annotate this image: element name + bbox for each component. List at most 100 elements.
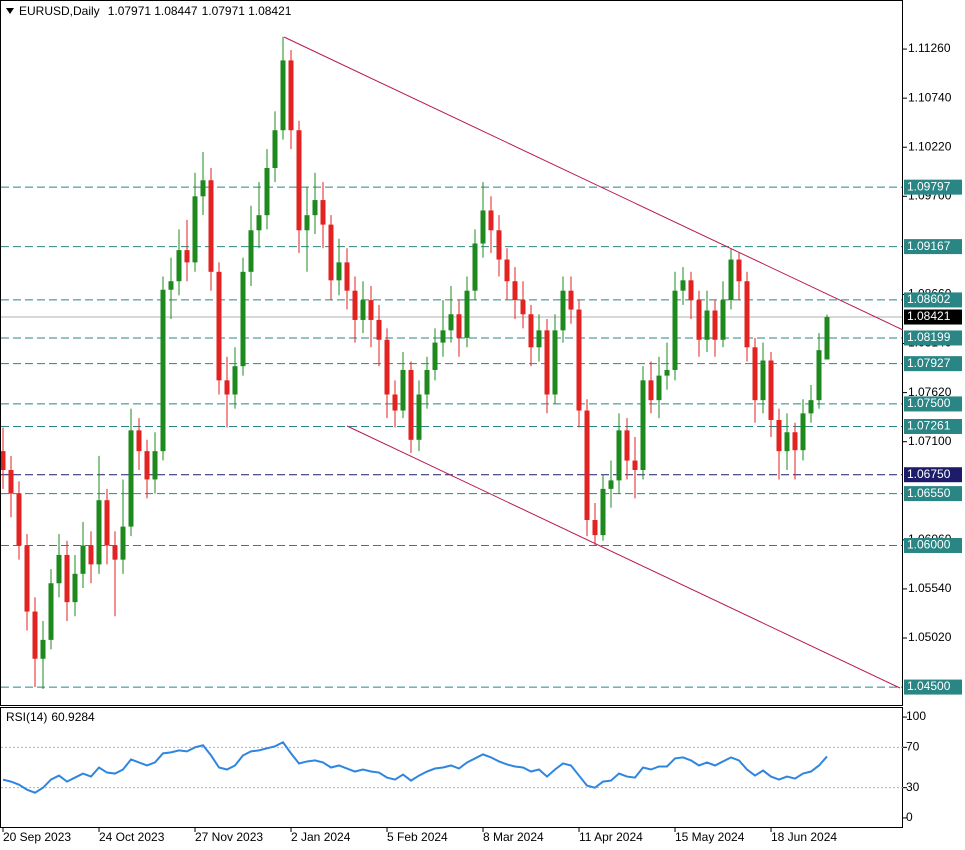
candle-body — [704, 310, 710, 340]
x-tick-label: 11 Apr 2024 — [579, 830, 643, 844]
current-price-bg — [904, 309, 962, 325]
level-label-bg — [904, 356, 962, 372]
candle-body — [40, 639, 46, 659]
level-label: 1.09797 — [907, 179, 951, 193]
candle-body — [48, 583, 54, 640]
candle-body — [312, 200, 318, 216]
level-label: 1.07261 — [907, 419, 951, 433]
candle-body — [144, 451, 150, 480]
candle-body — [680, 280, 686, 291]
candle-body — [392, 394, 398, 411]
candle-body — [520, 300, 526, 315]
candle-body — [248, 230, 254, 272]
candle-body — [320, 200, 326, 225]
trend-line-lower — [346, 425, 901, 689]
rsi-value: 60.9284 — [51, 710, 95, 724]
rsi-name: RSI(14) — [6, 710, 47, 724]
candle-body — [616, 430, 622, 481]
candle-body — [432, 342, 438, 370]
candle-body — [176, 250, 182, 282]
candle-body — [104, 500, 110, 546]
rsi-frame — [0, 707, 903, 828]
candle-body — [640, 380, 646, 470]
candle-body — [352, 290, 358, 320]
candle-body — [408, 369, 414, 440]
candle-body — [184, 250, 190, 263]
candle-body — [280, 60, 286, 131]
y-tick-label: 1.07100 — [908, 434, 952, 448]
candle-body — [88, 545, 94, 565]
y-tick-label: 1.11260 — [908, 41, 951, 55]
candle-body — [512, 281, 518, 301]
level-label-bg — [904, 239, 962, 255]
candle-body — [480, 210, 486, 244]
header: EURUSD,Daily 1.07971 1.08447 1.07971 1.08421 — [19, 4, 292, 18]
candle-body — [792, 432, 798, 451]
rsi-y-tick-label: 30 — [906, 780, 920, 794]
candle-body — [368, 300, 374, 320]
candle-body — [696, 300, 702, 340]
price-panel: 1.112601.107401.102201.097001.086601.081… — [0, 36, 962, 695]
rsi-line — [2, 741, 828, 794]
candle-body — [584, 410, 590, 521]
candle-body — [208, 180, 214, 272]
level-label: 1.06550 — [907, 486, 951, 500]
candle-body — [736, 259, 742, 282]
candle-body — [288, 60, 294, 131]
candle-body — [608, 480, 614, 489]
candle-body — [648, 380, 654, 401]
candle-body — [752, 347, 758, 401]
current-price-label: 1.08421 — [907, 309, 951, 323]
candle-body — [80, 545, 86, 574]
candle-body — [400, 369, 406, 411]
trend-line-upper — [283, 36, 904, 331]
candle-body — [440, 330, 446, 343]
candle-body — [688, 280, 694, 301]
y-tick-label: 1.05020 — [908, 630, 952, 644]
candle-body — [200, 180, 206, 197]
candle-body — [544, 330, 550, 395]
menu-triangle[interactable] — [6, 8, 14, 14]
x-tick-label: 27 Nov 2023 — [195, 830, 263, 844]
level-label-bg — [904, 467, 962, 483]
candle-body — [16, 493, 22, 546]
candle-body — [152, 451, 158, 480]
candle-body — [168, 281, 174, 290]
candle-body — [464, 290, 470, 338]
candle-body — [576, 309, 582, 411]
candle-body — [384, 339, 390, 395]
candle-body — [664, 369, 670, 376]
rsi-title: RSI(14) 60.9284 — [6, 710, 95, 724]
x-tick-label: 15 May 2024 — [675, 830, 745, 844]
candle-body — [256, 215, 262, 231]
candle-body — [424, 369, 430, 395]
candle-body — [240, 271, 246, 367]
y-tick-label: 1.10740 — [908, 90, 952, 104]
candle-body — [488, 210, 494, 231]
level-label-bg — [904, 292, 962, 308]
level-label-bg — [904, 679, 962, 695]
candle-body — [592, 520, 598, 536]
level-label-bg — [904, 486, 962, 502]
rsi-y-tick-label: 70 — [906, 739, 920, 753]
candle-body — [0, 451, 6, 470]
rsi-y-tick-label: 0 — [906, 810, 913, 824]
candle-body — [768, 360, 774, 420]
level-label: 1.07927 — [907, 356, 951, 370]
candle-body — [232, 366, 238, 395]
symbol: EURUSD,Daily — [19, 4, 100, 18]
level-label-bg — [904, 418, 962, 434]
candle-body — [712, 310, 718, 340]
candle-body — [64, 554, 70, 603]
candle-body — [360, 300, 366, 320]
x-tick-label: 8 Mar 2024 — [483, 830, 544, 844]
candle-body — [760, 360, 766, 401]
level-label: 1.07500 — [907, 396, 951, 410]
candle-body — [136, 430, 142, 452]
candle-body — [216, 271, 222, 381]
x-tick-label: 20 Sep 2023 — [3, 830, 71, 844]
y-tick-label: 1.07620 — [908, 385, 952, 399]
level-label: 1.06750 — [907, 467, 951, 481]
